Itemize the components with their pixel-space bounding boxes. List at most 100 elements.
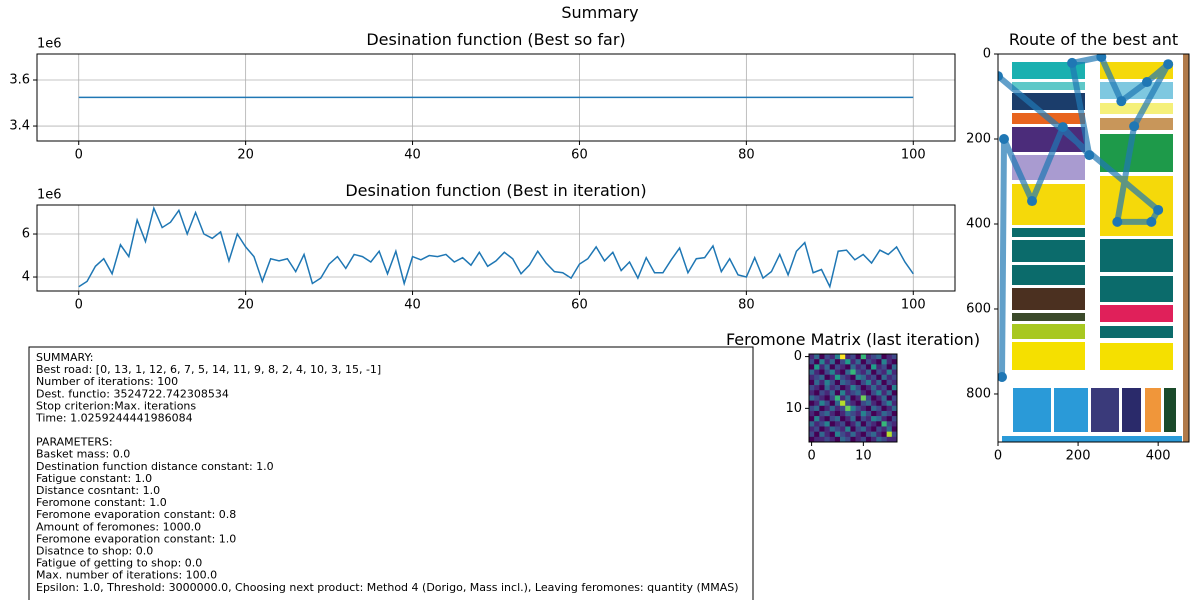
heatmap-cell <box>809 416 815 422</box>
heatmap-cell <box>824 374 831 381</box>
heatmap-cell <box>860 410 867 417</box>
heatmap-cell <box>881 421 887 427</box>
heatmap-cell <box>850 390 856 396</box>
heatmap-cell <box>845 364 851 370</box>
heatmap-cell <box>871 416 877 422</box>
heatmap-cell <box>845 385 851 391</box>
route-point <box>1057 122 1068 133</box>
route-point <box>1084 150 1095 161</box>
heatmap-cell <box>819 369 825 376</box>
heatmap-cell <box>891 410 898 417</box>
heatmap-cell <box>845 416 851 422</box>
heatmap-cell <box>855 416 862 422</box>
heatmap-cell <box>840 385 846 391</box>
heatmap-cell <box>840 431 846 438</box>
heatmap-cell <box>876 395 882 401</box>
store-block <box>1012 313 1085 321</box>
heatmap-cell <box>824 359 831 365</box>
heatmap-cell <box>809 354 815 360</box>
heatmap-cell <box>850 421 856 427</box>
heatmap-cell <box>819 379 825 386</box>
heatmap-cell <box>871 385 877 391</box>
store-block <box>1100 103 1173 114</box>
heatmap-cell <box>886 395 893 401</box>
heatmap-cell <box>876 379 882 386</box>
heatmap-cell <box>860 369 867 376</box>
heatmap-cell <box>860 405 867 412</box>
store-block <box>1100 239 1173 272</box>
heatmap-cell <box>871 395 877 401</box>
heatmap-cell <box>834 390 841 396</box>
heatmap-cell <box>814 354 820 360</box>
heatmap-cell <box>834 426 841 432</box>
heatmap-cell <box>865 405 872 412</box>
store-block <box>1100 326 1173 338</box>
chart-title: Desination function (Best so far) <box>366 30 625 49</box>
heatmap-cell <box>871 410 877 417</box>
heatmap-cell <box>881 405 887 412</box>
x-tick-label: 0 <box>75 298 83 313</box>
heatmap-cell <box>850 369 856 376</box>
heatmap-cell <box>891 426 898 432</box>
heatmap-cell <box>834 416 841 422</box>
heatmap-cell <box>814 385 820 391</box>
heatmap-cell <box>834 369 841 376</box>
heatmap-cell <box>876 431 882 438</box>
heatmap-cell <box>845 379 851 386</box>
heatmap-cell <box>829 426 836 432</box>
heatmap-cell <box>855 410 862 417</box>
heatmap-cell <box>876 369 882 376</box>
heatmap-cell <box>891 436 898 443</box>
heatmap-cell <box>881 364 887 370</box>
heatmap-cell <box>834 364 841 370</box>
heatmap-cell <box>834 410 841 417</box>
heatmap-cell <box>840 405 846 412</box>
chart-title: Route of the best ant <box>1009 30 1178 49</box>
heatmap-cell <box>891 379 898 386</box>
store-block <box>1100 176 1173 236</box>
heatmap-cell <box>860 436 867 443</box>
store-map <box>998 54 1189 442</box>
y-tick-label: 0 <box>794 349 802 364</box>
heatmap-cell <box>865 379 872 386</box>
heatmap-cell <box>814 416 820 422</box>
heatmap-cell <box>865 410 872 417</box>
heatmap-cell <box>834 400 841 407</box>
heatmap-cell <box>824 410 831 417</box>
heatmap-cell <box>809 395 815 401</box>
y-tick-label: 6 <box>22 227 30 242</box>
heatmap-cell <box>824 436 831 443</box>
heatmap-cell <box>809 369 815 376</box>
heatmap-cell <box>819 416 825 422</box>
heatmap-cell <box>809 374 815 381</box>
summary-box <box>28 346 754 604</box>
heatmap-cell <box>840 359 846 365</box>
heatmap-cell <box>824 416 831 422</box>
heatmap-cell <box>891 390 898 396</box>
heatmap-cell <box>819 431 825 438</box>
heatmap-cell <box>840 369 846 376</box>
heatmap-cell <box>850 395 856 401</box>
heatmap-cell <box>850 416 856 422</box>
heatmap-cell <box>886 364 893 370</box>
heatmap-cell <box>871 400 877 407</box>
store-block <box>1012 265 1085 285</box>
store-block <box>1054 388 1088 432</box>
heatmap-cell <box>814 410 820 417</box>
y-tick-label: 10 <box>785 401 802 416</box>
heatmap-cell <box>840 421 846 427</box>
heatmap-cell <box>824 405 831 412</box>
data-line <box>78 205 914 289</box>
store-block <box>1012 82 1085 90</box>
route-point <box>1067 57 1078 68</box>
store-block <box>1164 388 1176 432</box>
heatmap-cell <box>881 395 887 401</box>
heatmap-cell <box>824 385 831 391</box>
heatmap-cell <box>829 385 836 391</box>
heatmap-cell <box>886 354 893 360</box>
heatmap-cell <box>829 379 836 386</box>
route-point <box>998 371 1008 382</box>
heatmap-cell <box>891 421 898 427</box>
heatmap-cell <box>809 421 815 427</box>
heatmap-cell <box>819 364 825 370</box>
